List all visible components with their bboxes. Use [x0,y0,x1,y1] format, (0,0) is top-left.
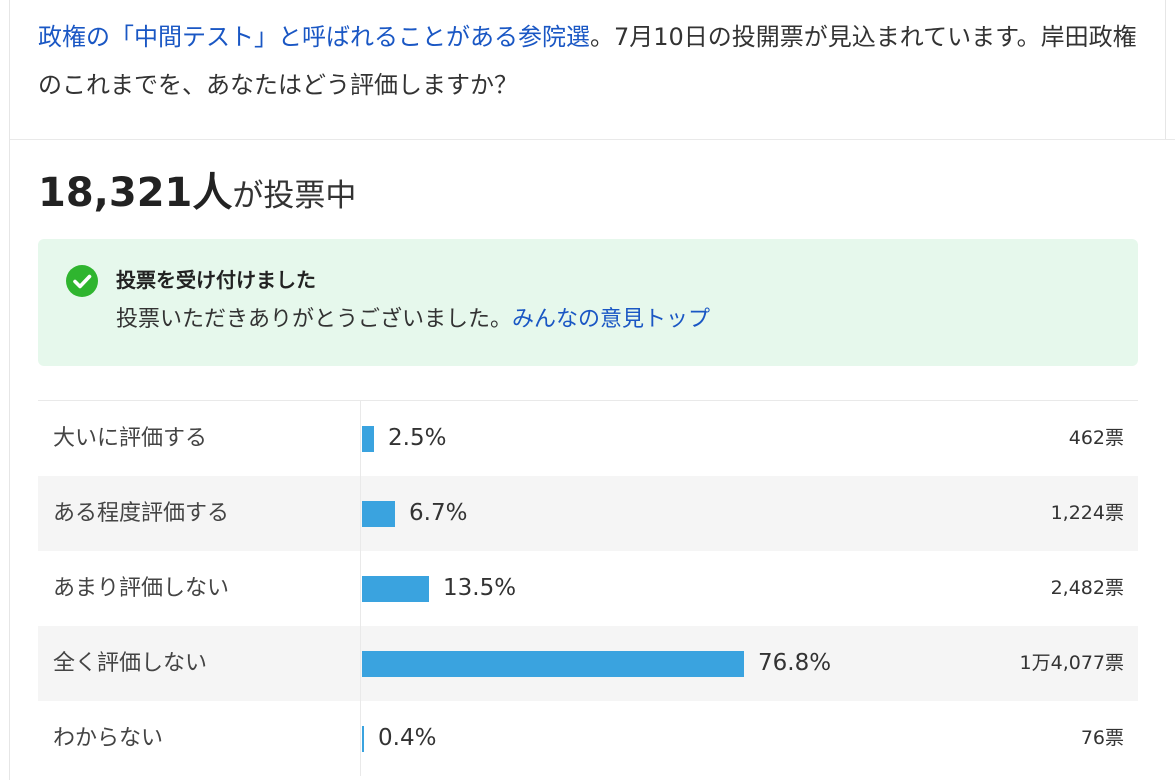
result-row: あまり評価しない 13.5% 2,482票 [38,551,1138,626]
poll-question: 政権の「中間テスト」と呼ばれることがある参院選。7月10日の投開票が見込まれてい… [38,13,1143,109]
column-divider [360,476,361,551]
result-bar [362,501,395,527]
check-circle-icon [66,265,98,297]
vote-count: 18,321人が投票中 [38,168,356,218]
result-votes: 1,224票 [1050,502,1124,524]
result-percent: 0.4% [378,725,437,751]
result-label: 大いに評価する [53,426,208,451]
opinion-top-link[interactable]: みんなの意見トップ [512,307,711,332]
column-divider [360,701,361,776]
column-divider [360,626,361,701]
result-percent: 13.5% [443,575,517,601]
result-votes: 76票 [1080,727,1124,749]
result-row: 全く評価しない 76.8% 1万4,077票 [38,626,1138,701]
result-votes: 462票 [1068,427,1124,449]
column-divider [360,551,361,626]
result-label: ある程度評価する [53,501,230,526]
result-bar [362,426,374,452]
result-row: わからない 0.4% 76票 [38,701,1138,776]
result-percent: 76.8% [758,650,832,676]
notice-body: 投票いただきありがとうございました。みんなの意見トップ [116,305,710,335]
right-border [1165,0,1166,140]
result-votes: 2,482票 [1050,577,1124,599]
result-bar [362,651,744,677]
vote-accepted-notice: 投票を受け付けました 投票いただきありがとうございました。みんなの意見トップ [38,239,1138,366]
result-label: あまり評価しない [53,576,230,601]
result-row: 大いに評価する 2.5% 462票 [38,401,1138,476]
result-bar [362,576,429,602]
result-row: ある程度評価する 6.7% 1,224票 [38,476,1138,551]
result-bar [362,726,364,752]
result-votes: 1万4,077票 [1019,652,1124,674]
notice-thanks-text: 投票いただきありがとうございました。 [116,307,513,332]
question-link[interactable]: 政権の「中間テスト」と呼ばれることがある参院選 [38,23,590,51]
section-divider [10,139,1175,140]
results-table: 大いに評価する 2.5% 462票ある程度評価する 6.7% 1,224票あまり評価しな… [38,400,1138,776]
notice-title: 投票を受け付けました [116,268,316,292]
left-border [9,0,10,780]
vote-count-number: 18,321人 [38,170,233,216]
column-divider [360,401,361,476]
question-text: 。7月10日の投開票が見込まれています。岸田政権のこれまでを、あなたはどう評価し… [38,23,1137,99]
result-percent: 6.7% [409,500,468,526]
vote-count-suffix: が投票中 [232,178,357,214]
result-label: わからない [53,726,164,751]
result-label: 全く評価しない [53,651,208,676]
result-percent: 2.5% [388,425,447,451]
